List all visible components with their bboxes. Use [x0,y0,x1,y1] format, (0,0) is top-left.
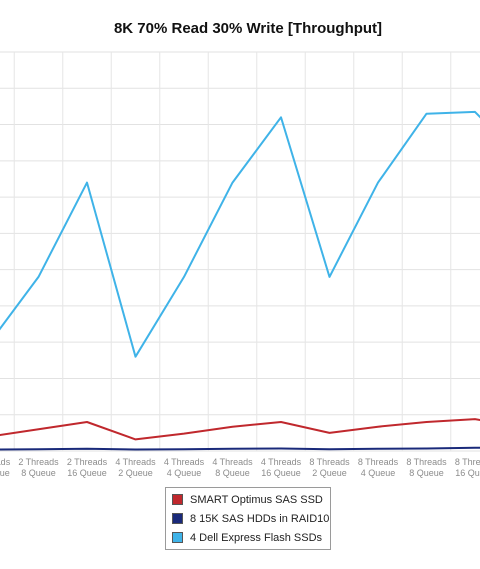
x-tick-label: 8 Threads 8 Queue [406,457,447,478]
x-tick-label: 4 Threads 8 Queue [212,457,253,478]
legend-item-dell-express-flash: 4 Dell Express Flash SSDs [166,528,330,547]
legend-item-smart-optimus: SMART Optimus SAS SSD [166,490,330,509]
legend-label: SMART Optimus SAS SSD [190,493,323,506]
legend-swatch [172,532,183,543]
series-line [0,446,480,451]
x-tick-label: 4 Threads 2 Queue [115,457,156,478]
chart-title: 8K 70% Read 30% Write [Throughput] [114,20,382,37]
legend-swatch [172,494,183,505]
series-line [0,110,480,358]
x-tick-label: 4 Threads 16 Queue [261,457,302,478]
legend-label: 4 Dell Express Flash SSDs [190,531,323,544]
legend-item-15k-sas-hdds: 8 15K SAS HDDs in RAID10 [166,509,330,528]
chart-legend: SMART Optimus SAS SSD 8 15K SAS HDDs in … [165,487,331,550]
chart-series-lines [0,110,480,451]
x-tick-label: 8 Threads 2 Queue [309,457,350,478]
series-line [0,418,480,441]
legend-swatch [172,513,183,524]
x-tick-label: 2 Threads 8 Queue [18,457,59,478]
chart-grid [0,51,480,452]
x-tick-label: 2 Threads 16 Queue [67,457,108,478]
legend-label: 8 15K SAS HDDs in RAID10 [190,512,330,525]
x-tick-label: 8 Threads 4 Queue [358,457,399,478]
x-tick-label: 4 Threads 4 Queue [164,457,205,478]
